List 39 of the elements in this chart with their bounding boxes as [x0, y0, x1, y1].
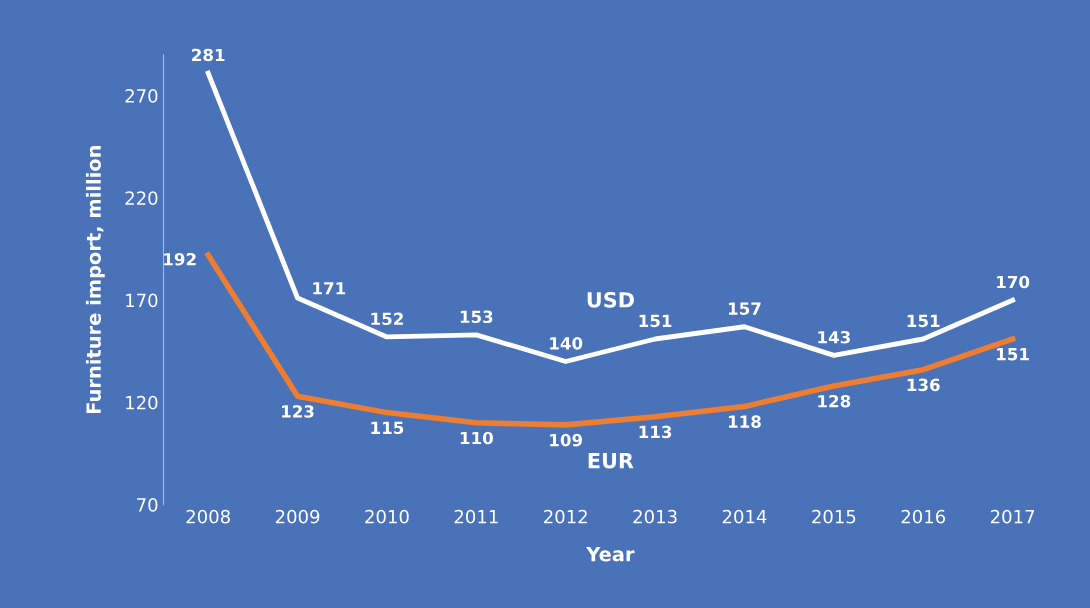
- data-label: 113: [639, 425, 672, 439]
- x-tick-label: 2011: [454, 509, 498, 524]
- x-tick-label: 2009: [275, 509, 320, 524]
- x-tick-label: 2010: [365, 509, 409, 524]
- data-label: 170: [997, 275, 1030, 289]
- series-label: EUR: [588, 453, 634, 469]
- y-tick-label: 270: [125, 89, 158, 103]
- data-label: 281: [192, 48, 225, 62]
- data-label: 110: [460, 431, 493, 445]
- data-label: 157: [728, 302, 761, 315]
- data-label: 123: [282, 405, 314, 418]
- data-label: 153: [460, 310, 493, 324]
- data-label: 128: [818, 394, 851, 408]
- x-tick-label: 2015: [812, 509, 856, 524]
- x-axis-title: Year: [586, 547, 635, 562]
- data-label: 140: [550, 337, 583, 350]
- y-tick-label: 220: [125, 191, 158, 205]
- data-label: 115: [371, 421, 404, 435]
- y-tick-label: 70: [137, 498, 158, 512]
- series-label: USD: [587, 291, 634, 308]
- x-tick-label: 2014: [722, 509, 767, 524]
- y-axis-title: Furniture import, million: [85, 146, 105, 414]
- x-tick-label: 2016: [901, 509, 946, 524]
- x-tick-label: 2017: [990, 509, 1035, 524]
- data-label: 109: [550, 433, 583, 447]
- data-label: 151: [997, 348, 1029, 361]
- data-label: 118: [728, 415, 761, 428]
- x-tick-label: 2013: [633, 509, 677, 524]
- x-tick-label: 2008: [186, 509, 230, 524]
- data-label: 171: [313, 282, 346, 295]
- data-label: 151: [907, 314, 940, 328]
- data-label: 192: [164, 252, 196, 266]
- data-label: 151: [639, 314, 672, 328]
- y-tick-label: 120: [126, 395, 158, 410]
- data-label: 143: [818, 330, 850, 344]
- data-label: 152: [371, 312, 403, 326]
- x-tick-label: 2012: [544, 509, 587, 524]
- y-tick-label: 170: [126, 293, 158, 308]
- data-label: 136: [907, 378, 940, 392]
